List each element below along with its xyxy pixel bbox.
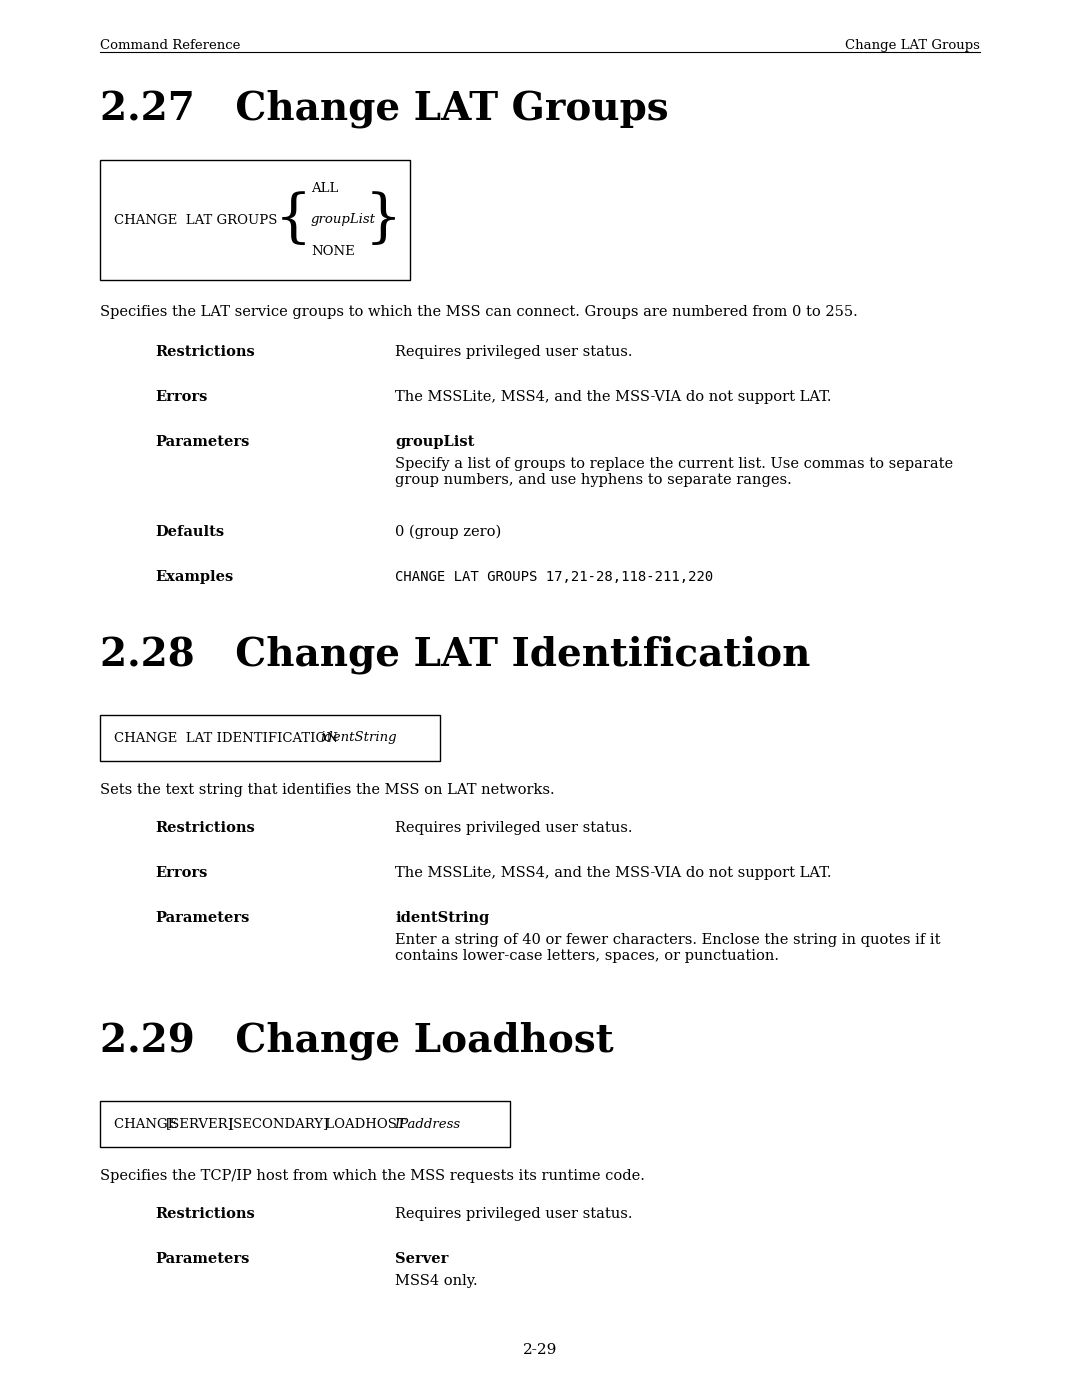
Text: Sets the text string that identifies the MSS on LAT networks.: Sets the text string that identifies the… — [100, 782, 555, 798]
Bar — [100, 1101, 510, 1147]
Text: Server: Server — [395, 1252, 448, 1266]
Text: CHANGE  LAT GROUPS: CHANGE LAT GROUPS — [114, 214, 278, 226]
Text: 0 (group zero): 0 (group zero) — [395, 525, 501, 539]
Text: Enter a string of 40 or fewer characters. Enclose the string in quotes if it
con: Enter a string of 40 or fewer characters… — [395, 933, 941, 963]
Text: Restrictions: Restrictions — [156, 1207, 255, 1221]
Text: Parameters: Parameters — [156, 434, 249, 448]
Text: groupList: groupList — [395, 434, 474, 448]
Text: LOADHOST: LOADHOST — [321, 1118, 410, 1130]
Text: CHANGE: CHANGE — [114, 1118, 181, 1130]
Text: NONE: NONE — [311, 244, 354, 258]
Text: Specify a list of groups to replace the current list. Use commas to separate
gro: Specify a list of groups to replace the … — [395, 457, 954, 488]
Text: Requires privileged user status.: Requires privileged user status. — [395, 1207, 633, 1221]
Text: identString: identString — [395, 911, 489, 925]
Text: CHANGE  LAT IDENTIFICATION: CHANGE LAT IDENTIFICATION — [114, 732, 342, 745]
Text: Requires privileged user status.: Requires privileged user status. — [395, 821, 633, 835]
Text: {: { — [274, 191, 311, 249]
Text: Parameters: Parameters — [156, 911, 249, 925]
Text: Specifies the TCP/IP host from which the MSS requests its runtime code.: Specifies the TCP/IP host from which the… — [100, 1169, 645, 1183]
Bar — [100, 715, 440, 761]
Text: 2-29: 2-29 — [523, 1343, 557, 1356]
Text: Errors: Errors — [156, 390, 207, 404]
Text: groupList: groupList — [311, 214, 376, 226]
Text: MSS4 only.: MSS4 only. — [395, 1274, 477, 1288]
Text: Specifies the LAT service groups to which the MSS can connect. Groups are number: Specifies the LAT service groups to whic… — [100, 305, 858, 319]
Text: [SERVER]: [SERVER] — [166, 1118, 233, 1130]
Text: Parameters: Parameters — [156, 1252, 249, 1266]
Text: Examples: Examples — [156, 570, 233, 584]
Text: identString: identString — [320, 732, 396, 745]
Text: ALL: ALL — [311, 182, 338, 196]
Text: Restrictions: Restrictions — [156, 345, 255, 359]
Text: The MSSLite, MSS4, and the MSS-VIA do not support LAT.: The MSSLite, MSS4, and the MSS-VIA do no… — [395, 866, 832, 880]
Text: 2.27   Change LAT Groups: 2.27 Change LAT Groups — [100, 89, 669, 129]
Text: Errors: Errors — [156, 866, 207, 880]
Text: [SECONDARY]: [SECONDARY] — [229, 1118, 329, 1130]
Text: CHANGE LAT GROUPS 17,21-28,118-211,220: CHANGE LAT GROUPS 17,21-28,118-211,220 — [395, 570, 713, 584]
Text: Defaults: Defaults — [156, 525, 225, 539]
Text: }: } — [364, 191, 402, 249]
Text: The MSSLite, MSS4, and the MSS-VIA do not support LAT.: The MSSLite, MSS4, and the MSS-VIA do no… — [395, 390, 832, 404]
Text: Change LAT Groups: Change LAT Groups — [846, 39, 980, 52]
Text: Requires privileged user status.: Requires privileged user status. — [395, 345, 633, 359]
Text: 2.28   Change LAT Identification: 2.28 Change LAT Identification — [100, 636, 810, 673]
Text: Command Reference: Command Reference — [100, 39, 241, 52]
Text: 2.29   Change Loadhost: 2.29 Change Loadhost — [100, 1021, 613, 1059]
Bar — [100, 161, 410, 279]
Text: Restrictions: Restrictions — [156, 821, 255, 835]
Text: IPaddress: IPaddress — [394, 1118, 460, 1130]
